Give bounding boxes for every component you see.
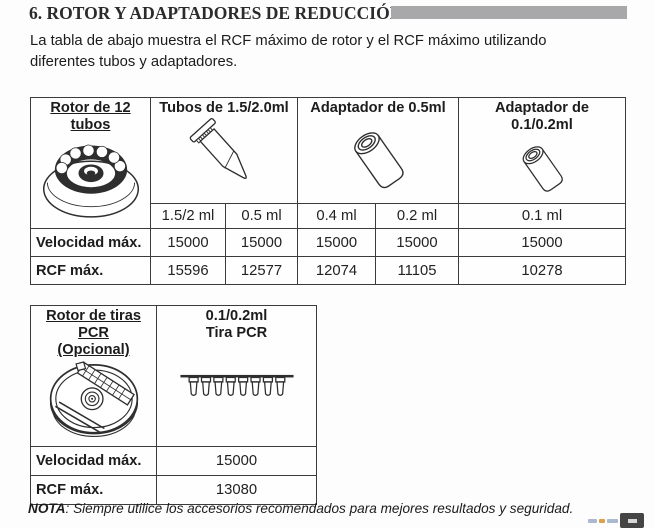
rcf-value-cell: 10278 <box>458 256 626 285</box>
adapter-05-header-label: Adaptador de 0.5ml <box>310 100 446 116</box>
rcf-value-cell: 12577 <box>225 256 298 285</box>
speed-value-cell: 15000 <box>156 446 317 476</box>
adapter-0102-header-cell: Adaptador de 0.1/0.2ml <box>458 97 626 204</box>
capacity-header-cell: 0.2 ml <box>375 203 459 229</box>
pcr-rotor-header-cell: Rotor de tiras PCR (Opcional) <box>30 305 157 447</box>
adapter-0102-label-line1: Adaptador de <box>494 100 590 116</box>
title-decoration-bar <box>391 6 627 19</box>
footer-note: NOTA: Siempre utilice los accesorios rec… <box>28 501 573 516</box>
adapter-0.1-0.2ml-icon <box>522 146 563 192</box>
rotor-12-header-cell: Rotor de 12 tubos <box>30 97 151 229</box>
note-text: : Siempre utilice los accesorios recomen… <box>65 501 574 516</box>
pcr-strip-icon <box>179 374 294 397</box>
speed-value-cell: 15000 <box>458 228 626 257</box>
rotor-12-table: Rotor de 12 tubos Tubos de 1.5/2.0ml <box>30 97 626 285</box>
speed-row-label: Velocidad máx. <box>30 228 151 257</box>
pcr-rotor-header-label: Rotor de tiras PCR (Opcional) <box>31 306 156 359</box>
intro-line-2: diferentes tubos y adaptadores. <box>30 54 238 70</box>
capacity-header-cell: 0.5 ml <box>225 203 298 229</box>
tubes-header-cell: Tubos de 1.5/2.0ml <box>150 97 298 204</box>
watermark-logo <box>588 513 644 528</box>
pcr-strip-header-label: 0.1/0.2ml Tira PCR <box>157 306 316 342</box>
speed-value-cell: 15000 <box>375 228 459 257</box>
pcr-strip-label-line2: Tira PCR <box>205 325 268 341</box>
rcf-row-label: RCF máx. <box>30 256 151 285</box>
note-label: NOTA <box>28 501 66 516</box>
speed-value-cell: 15000 <box>297 228 376 257</box>
rcf-value-cell: 11105 <box>375 256 459 285</box>
rotor-12-header-label: Rotor de 12 tubos <box>50 100 131 133</box>
adapter-05-header-cell: Adaptador de 0.5ml <box>297 97 459 204</box>
watermark-fragment <box>599 518 605 523</box>
capacity-header-cell: 1.5/2 ml <box>150 203 226 229</box>
pcr-strip-rotor-icon <box>49 361 138 437</box>
pcr-strip-header-cell: 0.1/0.2ml Tira PCR <box>156 305 317 447</box>
speed-row-label: Velocidad máx. <box>30 446 157 476</box>
tubes-header-label: Tubos de 1.5/2.0ml <box>159 100 289 116</box>
rcf-row-label: RCF máx. <box>30 475 157 505</box>
rotor-12-tubes-icon <box>42 144 139 218</box>
rcf-value-cell: 12074 <box>297 256 376 285</box>
watermark-fragment <box>588 518 597 523</box>
microtube-icon <box>189 117 247 179</box>
watermark-fragment <box>607 518 618 523</box>
speed-value-cell: 15000 <box>150 228 226 257</box>
rcf-value-cell: 13080 <box>156 475 317 505</box>
watermark-badge-mark <box>627 518 637 523</box>
adapter-0.5ml-icon <box>354 132 404 189</box>
rcf-value-cell: 15596 <box>150 256 226 285</box>
pcr-rotor-label-line1: Rotor de tiras PCR <box>46 308 141 341</box>
pcr-rotor-table: Rotor de tiras PCR (Opcional) <box>30 305 317 505</box>
adapter-0102-header-label: Adaptador de 0.1/0.2ml <box>459 98 625 134</box>
capacity-header-cell: 0.4 ml <box>297 203 376 229</box>
watermark-badge <box>620 513 644 528</box>
intro-line-1: La tabla de abajo muestra el RCF máximo … <box>30 33 547 49</box>
capacity-header-cell: 0.1 ml <box>458 203 626 229</box>
adapter-0102-label-line2: 0.1/0.2ml <box>511 117 573 133</box>
pcr-rotor-label-line2: (Opcional) <box>57 342 130 358</box>
pcr-strip-label-line1: 0.1/0.2ml <box>205 308 268 324</box>
section-title: 6. ROTOR Y ADAPTADORES DE REDUCCIÓN <box>29 3 403 23</box>
speed-value-cell: 15000 <box>225 228 298 257</box>
intro-paragraph: La tabla de abajo muestra el RCF máximo … <box>30 31 546 73</box>
